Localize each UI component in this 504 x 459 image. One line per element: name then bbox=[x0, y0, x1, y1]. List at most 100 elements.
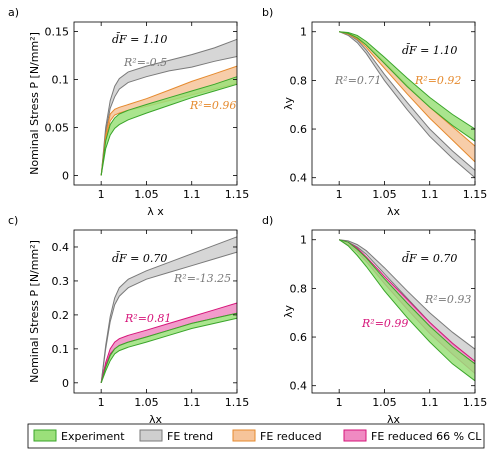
x-tick-label: 1.1 bbox=[421, 396, 439, 409]
series-band-trend bbox=[101, 39, 237, 176]
legend-label-experiment: Experiment bbox=[61, 430, 125, 443]
series-band-trend bbox=[339, 239, 475, 362]
panel-label: c) bbox=[8, 214, 18, 227]
x-axis-label: λx bbox=[387, 205, 401, 218]
plot-frame bbox=[311, 21, 476, 186]
x-tick-label: 1.15 bbox=[225, 396, 250, 409]
x-tick-label: 1.15 bbox=[225, 188, 250, 201]
legend-label-reduced: FE reduced bbox=[260, 430, 322, 443]
x-axis-label: λx bbox=[387, 413, 401, 426]
series-band-trend bbox=[339, 31, 475, 178]
series-lower-line-experiment bbox=[338, 239, 476, 382]
r2-annotation: R²=-13.25 bbox=[173, 272, 231, 285]
chart-panel-3: 1 1.05 1.1 1.15 0.4 0.6 0.8 1 λx λy d) d̄F = 0.70 R²… bbox=[262, 214, 487, 426]
series-upper-line-trend bbox=[100, 38, 238, 176]
r2-annotation: R²=0.92 bbox=[414, 74, 461, 87]
x-tick-label: 1.05 bbox=[372, 396, 397, 409]
legend-swatch-experiment bbox=[33, 429, 57, 442]
r2-annotation: R²=0.71 bbox=[334, 74, 381, 87]
legend-box bbox=[27, 423, 485, 449]
series-upper-line-trend bbox=[339, 239, 476, 350]
panel-label: a) bbox=[8, 6, 19, 19]
legend-swatch-trend bbox=[139, 429, 163, 442]
series-upper-line-experiment bbox=[100, 76, 238, 176]
series-band-trend bbox=[101, 236, 237, 383]
series-lower-line-experiment bbox=[100, 317, 238, 383]
y-tick-label: 0.2 bbox=[52, 309, 70, 322]
y-tick-label: 1 bbox=[300, 26, 307, 39]
r2-annotation: R²=0.81 bbox=[124, 312, 171, 325]
chart-panel-2: 1 1.05 1.1 1.15 0 0.1 0.2 0.3 0.4 λx Nominal Stres… bbox=[8, 214, 249, 426]
y-axis-label: λy bbox=[282, 305, 295, 319]
plot-frame bbox=[73, 21, 238, 186]
series-lower-line-reduced bbox=[339, 31, 476, 163]
x-tick-label: 1 bbox=[98, 396, 105, 409]
series-upper-line-experiment bbox=[100, 312, 238, 383]
series-upper-line-trend bbox=[100, 236, 238, 383]
x-tick-label: 1.1 bbox=[421, 188, 439, 201]
chart-panel-1: 1 1.05 1.1 1.15 0.4 0.6 0.8 1 λx λy b) d̄F = 1.10 R²… bbox=[262, 6, 487, 218]
chart-panel-0: 1 1.05 1.1 1.15 0 0.05 0.1 0.15 λ x Nominal Stres… bbox=[8, 6, 249, 218]
x-tick-label: 1.1 bbox=[183, 396, 201, 409]
y-tick-label: 0.1 bbox=[52, 74, 70, 87]
x-tick-label: 1.05 bbox=[134, 188, 159, 201]
y-tick-label: 0.15 bbox=[45, 26, 70, 39]
x-tick-label: 1 bbox=[336, 188, 343, 201]
x-tick-label: 1.15 bbox=[463, 188, 488, 201]
y-tick-label: 0.4 bbox=[52, 241, 70, 254]
series-lower-line-experiment bbox=[339, 31, 476, 142]
y-tick-label: 1 bbox=[300, 234, 307, 247]
series-band-experiment bbox=[101, 76, 237, 176]
legend-label-trend: FE trend bbox=[167, 430, 213, 443]
legend-label-cl: FE reduced 66 % CL bbox=[371, 430, 482, 443]
r2-annotation: R²=0.93 bbox=[424, 293, 471, 306]
ratio-label: d̄F = 0.70 bbox=[402, 252, 457, 265]
series-lower-line-trend bbox=[339, 31, 476, 179]
y-tick-label: 0.4 bbox=[290, 172, 308, 185]
series-upper-line-reduced bbox=[100, 65, 238, 176]
series-lower-line-experiment bbox=[100, 83, 238, 176]
y-tick-label: 0 bbox=[62, 169, 69, 182]
x-tick-label: 1.05 bbox=[372, 188, 397, 201]
y-axis-label: Nominal Stress P [N/mm²] bbox=[28, 32, 41, 175]
ratio-label: d̄F = 1.10 bbox=[112, 33, 167, 46]
plot-frame bbox=[73, 229, 238, 394]
y-tick-label: 0.1 bbox=[52, 343, 70, 356]
r2-annotation: R²=-0.5 bbox=[123, 56, 167, 69]
y-tick-label: 0.8 bbox=[290, 282, 308, 295]
x-tick-label: 1 bbox=[336, 396, 343, 409]
series-lower-line-trend bbox=[100, 56, 238, 176]
series-upper-line-cl bbox=[100, 302, 238, 383]
y-axis-label: λy bbox=[282, 97, 295, 111]
series-upper-line-experiment bbox=[339, 31, 476, 130]
series-band-reduced bbox=[101, 66, 237, 176]
y-tick-label: 0.6 bbox=[290, 331, 308, 344]
y-tick-label: 0 bbox=[62, 377, 69, 390]
x-tick-label: 1.15 bbox=[463, 396, 488, 409]
y-tick-label: 0.8 bbox=[290, 74, 308, 87]
y-axis-label: Nominal Stress P [N/mm²] bbox=[28, 240, 41, 383]
x-tick-label: 1.1 bbox=[183, 188, 201, 201]
y-tick-label: 0.6 bbox=[290, 123, 308, 136]
ratio-label: d̄F = 0.70 bbox=[112, 252, 167, 265]
legend-swatch-cl bbox=[343, 429, 367, 442]
series-upper-line-experiment bbox=[339, 239, 476, 365]
x-axis-label: λ x bbox=[147, 205, 164, 218]
ratio-label: d̄F = 1.10 bbox=[402, 44, 457, 57]
panel-label: d) bbox=[262, 214, 273, 227]
y-tick-label: 0.4 bbox=[290, 380, 308, 393]
r2-annotation: R²=0.96 bbox=[189, 99, 236, 112]
series-lower-line-trend bbox=[100, 251, 238, 383]
y-tick-label: 0.05 bbox=[45, 121, 70, 134]
r2-annotation: R²=0.99 bbox=[361, 317, 408, 330]
x-tick-label: 1.05 bbox=[134, 396, 159, 409]
y-tick-label: 0.3 bbox=[52, 275, 70, 288]
series-band-experiment bbox=[101, 313, 237, 383]
series-band-cl bbox=[101, 303, 237, 383]
plot-frame bbox=[311, 229, 476, 394]
x-tick-label: 1 bbox=[98, 188, 105, 201]
x-axis-label: λx bbox=[149, 413, 163, 426]
panel-label: b) bbox=[262, 6, 273, 19]
legend: Experiment FE trend FE reduced FE reduced 6… bbox=[27, 423, 485, 449]
